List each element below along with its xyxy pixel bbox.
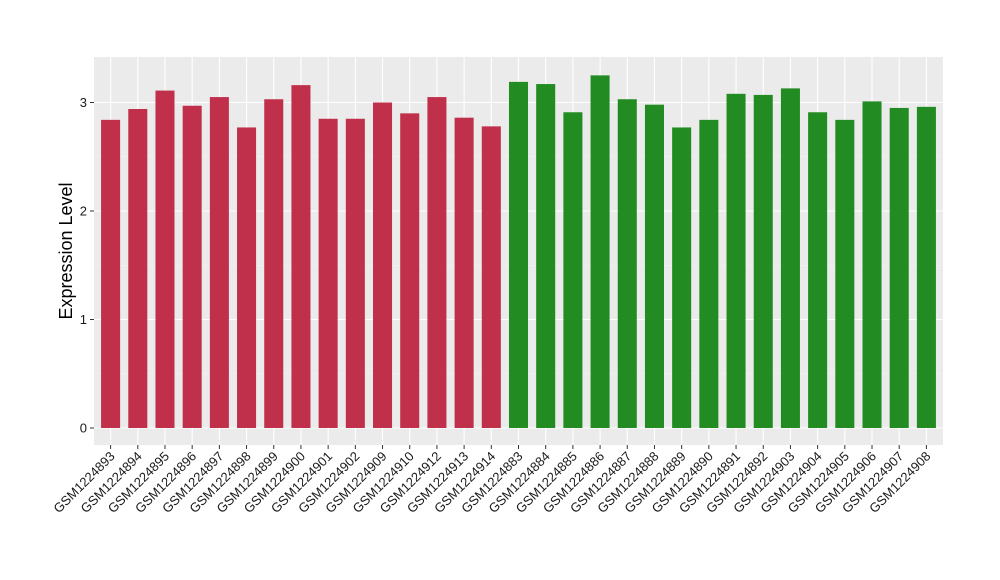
bar-GSM1224891	[726, 93, 746, 428]
bar-GSM1224903	[780, 88, 800, 429]
bar-GSM1224904	[808, 112, 828, 428]
y-tick-label: 0	[80, 421, 87, 436]
bar-GSM1224910	[400, 113, 420, 428]
bar-GSM1224892	[753, 94, 773, 428]
bar-GSM1224908	[916, 106, 936, 428]
y-tick-label: 2	[80, 204, 87, 219]
bar-GSM1224890	[699, 119, 719, 429]
bar-GSM1224901	[318, 118, 338, 429]
bar-GSM1224912	[427, 97, 447, 428]
bar-GSM1224887	[617, 99, 637, 429]
bar-GSM1224889	[672, 127, 692, 428]
bar-GSM1224884	[536, 84, 556, 429]
y-axis-title: Expression Level	[56, 182, 76, 319]
bar-GSM1224883	[508, 81, 529, 428]
bar-GSM1224914	[481, 126, 501, 429]
bar-GSM1224906	[862, 101, 882, 428]
bar-GSM1224907	[889, 107, 909, 429]
x-axis-ticks: GSM1224893GSM1224894GSM1224895GSM1224896…	[50, 445, 934, 516]
bar-GSM1224909	[373, 102, 393, 428]
bar-GSM1224897	[209, 97, 229, 428]
bar-GSM1224895	[155, 90, 175, 428]
bar-GSM1224898	[237, 127, 257, 428]
bar-GSM1224902	[345, 118, 365, 429]
y-tick-label: 1	[80, 312, 87, 327]
bar-GSM1224888	[644, 104, 664, 429]
bar-GSM1224905	[835, 119, 855, 429]
bar-GSM1224894	[128, 109, 148, 428]
y-axis-ticks: 0 1 2 3	[80, 95, 94, 436]
bar-GSM1224900	[291, 85, 311, 428]
bar-GSM1224893	[101, 119, 121, 429]
y-tick-label: 3	[80, 95, 87, 110]
bar-GSM1224886	[590, 75, 610, 428]
bar-GSM1224899	[264, 99, 284, 429]
bar-GSM1224896	[182, 105, 202, 428]
bars	[101, 75, 936, 429]
bar-GSM1224885	[563, 112, 583, 428]
bar-GSM1224913	[454, 117, 474, 428]
